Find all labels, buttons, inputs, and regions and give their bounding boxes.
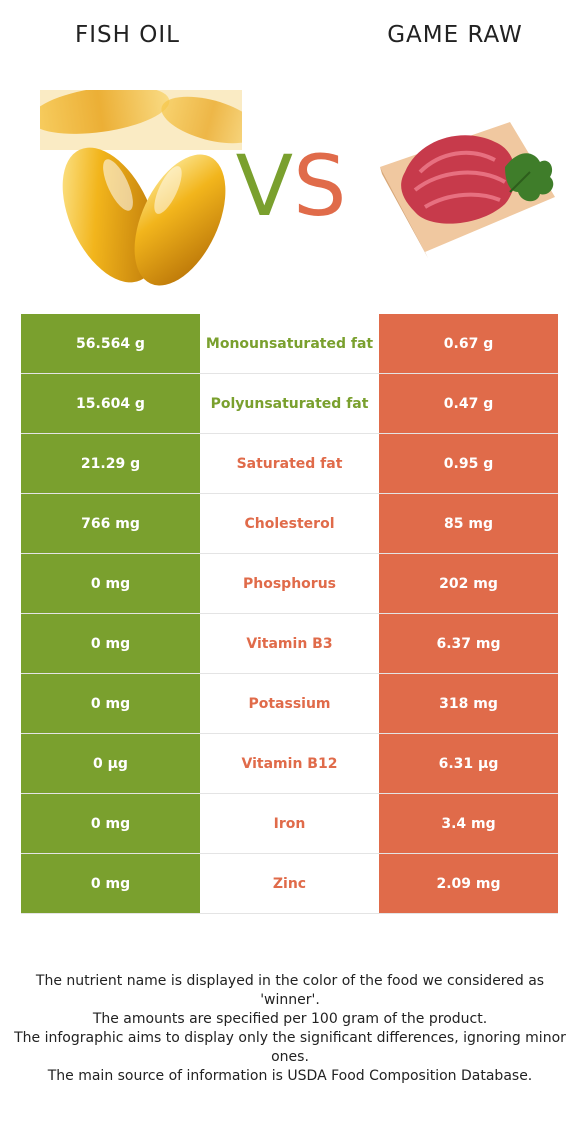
fish-oil-image (40, 90, 242, 290)
right-value: 0.95 g (379, 434, 558, 493)
footer-line-2: The amounts are specified per 100 gram o… (92, 1011, 488, 1027)
right-value: 6.31 µg (379, 734, 558, 793)
nutrient-name: Phosphorus (200, 554, 379, 613)
comparison-table: 56.564 g Monounsaturated fat 0.67 g 15.604 … (21, 314, 558, 914)
nutrient-name: Zinc (200, 854, 379, 913)
right-value: 0.47 g (379, 374, 558, 433)
footer-line-3: The infographic aims to display only the… (14, 1030, 566, 1065)
left-value: 0 mg (21, 854, 200, 913)
table-row: 0 mg Potassium 318 mg (21, 674, 558, 734)
table-row: 0 mg Zinc 2.09 mg (21, 854, 558, 914)
table-row: 0 mg Vitamin B3 6.37 mg (21, 614, 558, 674)
right-value: 318 mg (379, 674, 558, 733)
vs-letter-s: S (293, 137, 347, 235)
right-value: 85 mg (379, 494, 558, 553)
right-value: 0.67 g (379, 314, 558, 373)
game-raw-image (370, 112, 560, 262)
nutrient-name: Iron (200, 794, 379, 853)
footer-notes: The nutrient name is displayed in the co… (10, 972, 570, 1086)
left-value: 0 mg (21, 554, 200, 613)
nutrient-name: Vitamin B3 (200, 614, 379, 673)
left-value: 56.564 g (21, 314, 200, 373)
table-row: 21.29 g Saturated fat 0.95 g (21, 434, 558, 494)
nutrient-name: Saturated fat (200, 434, 379, 493)
nutrient-name: Vitamin B12 (200, 734, 379, 793)
table-row: 0 µg Vitamin B12 6.31 µg (21, 734, 558, 794)
nutrient-name: Monounsaturated fat (200, 314, 379, 373)
table-row: 0 mg Phosphorus 202 mg (21, 554, 558, 614)
versus-label: VS (226, 138, 356, 234)
right-value: 202 mg (379, 554, 558, 613)
vs-letter-v: V (235, 137, 294, 235)
left-value: 0 mg (21, 614, 200, 673)
left-value: 0 µg (21, 734, 200, 793)
table-row: 56.564 g Monounsaturated fat 0.67 g (21, 314, 558, 374)
right-value: 2.09 mg (379, 854, 558, 913)
table-row: 0 mg Iron 3.4 mg (21, 794, 558, 854)
left-value: 0 mg (21, 674, 200, 733)
table-row: 15.604 g Polyunsaturated fat 0.47 g (21, 374, 558, 434)
table-row: 766 mg Cholesterol 85 mg (21, 494, 558, 554)
right-food-title: GAME RAW (387, 22, 523, 48)
nutrient-name: Potassium (200, 674, 379, 733)
left-value: 0 mg (21, 794, 200, 853)
right-value: 3.4 mg (379, 794, 558, 853)
nutrient-name: Cholesterol (200, 494, 379, 553)
footer-line-4: The main source of information is USDA F… (47, 1068, 533, 1084)
left-value: 21.29 g (21, 434, 200, 493)
left-food-title: FISH OIL (75, 22, 180, 48)
left-value: 766 mg (21, 494, 200, 553)
left-value: 15.604 g (21, 374, 200, 433)
right-value: 6.37 mg (379, 614, 558, 673)
nutrient-name: Polyunsaturated fat (200, 374, 379, 433)
footer-line-1: The nutrient name is displayed in the co… (35, 973, 545, 1008)
